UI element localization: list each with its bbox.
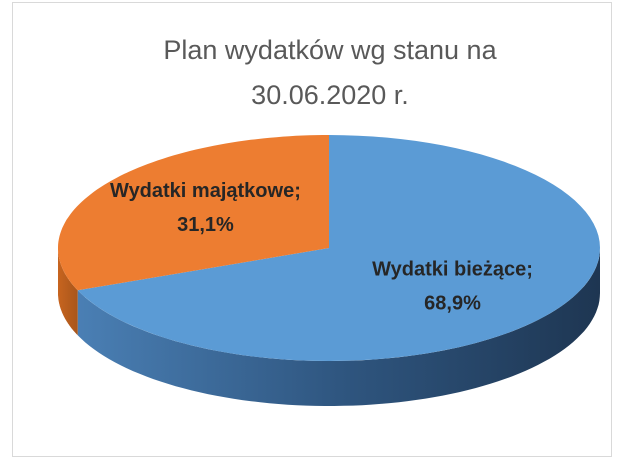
slice-side (58, 248, 78, 336)
slice (77, 135, 600, 361)
slice-side (77, 248, 600, 406)
slice (58, 135, 329, 291)
data-label-category: Wydatki bieżące; (372, 258, 533, 280)
chart-frame (12, 2, 612, 457)
data-label: 68,9% (424, 292, 481, 314)
chart-title: Plan wydatków wg stanu na 30.06.2020 r. (163, 35, 497, 110)
data-label-category: Wydatki majątkowe; (110, 180, 301, 202)
data-label: 31,1% (177, 214, 234, 236)
